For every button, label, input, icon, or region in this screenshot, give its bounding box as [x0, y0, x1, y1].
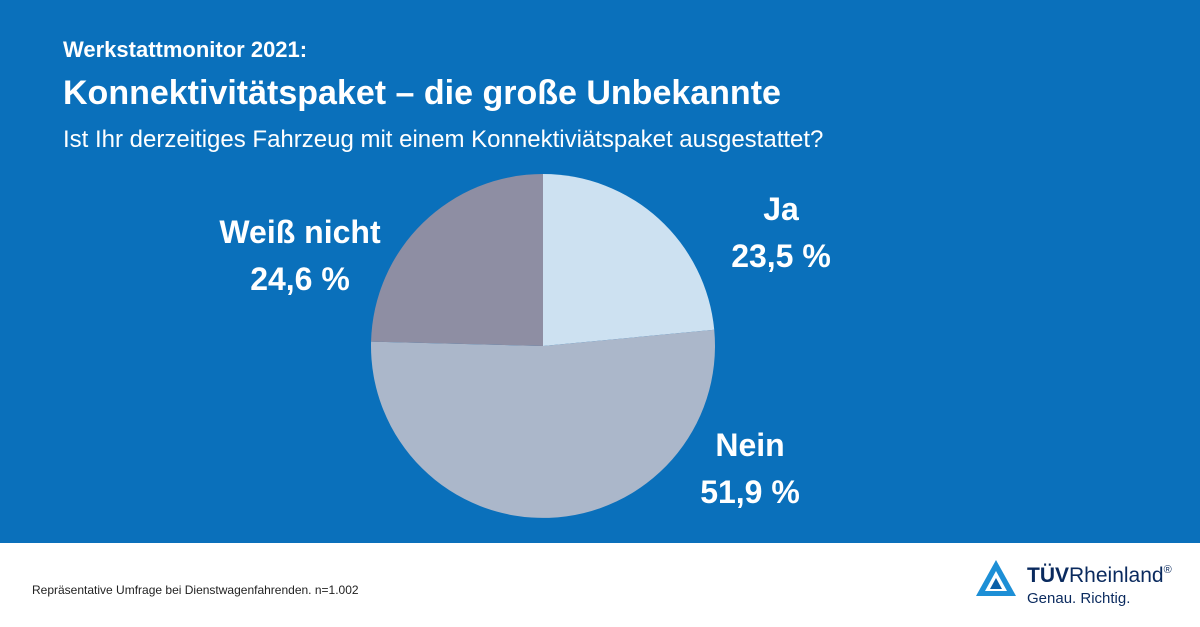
slice-label-nein: Nein 51,9 %	[640, 422, 860, 516]
chart-supertitle: Werkstattmonitor 2021:	[63, 37, 308, 62]
pie-slice-nein	[370, 329, 715, 518]
pie-slice-ja	[543, 174, 715, 346]
logo-wordmark: TÜVRheinland®	[1027, 564, 1172, 588]
pie-slice-weiss-nicht	[371, 174, 543, 346]
pie-chart	[370, 174, 715, 518]
slice-value-ja: 23,5 %	[731, 238, 831, 274]
slice-value-nein: 51,9 %	[700, 474, 800, 510]
footnote: Repräsentative Umfrage bei Dienstwagenfa…	[32, 583, 359, 597]
chart-subtitle: Ist Ihr derzeitiges Fahrzeug mit einem K…	[63, 126, 824, 153]
slice-label-ja: Ja 23,5 %	[671, 186, 891, 280]
logo-registered-mark: ®	[1163, 564, 1172, 576]
slice-name-weiss-nicht: Weiß nicht	[219, 214, 381, 250]
logo-wordmark-bold: TÜV	[1027, 564, 1069, 587]
logo-claim: Genau. Richtig.	[1027, 590, 1131, 607]
tuv-triangle-icon	[976, 560, 1016, 596]
slice-label-weiss-nicht: Weiß nicht 24,6 %	[190, 209, 410, 303]
tuv-rheinland-logo: TÜVRheinland® Genau. Richtig.	[975, 553, 1185, 613]
chart-title: Konnektivitätspaket – die große Unbekann…	[63, 74, 781, 112]
slice-name-ja: Ja	[763, 191, 799, 227]
logo-wordmark-rest: Rheinland	[1069, 564, 1164, 587]
slice-value-weiss-nicht: 24,6 %	[250, 261, 350, 297]
slice-name-nein: Nein	[715, 427, 785, 463]
